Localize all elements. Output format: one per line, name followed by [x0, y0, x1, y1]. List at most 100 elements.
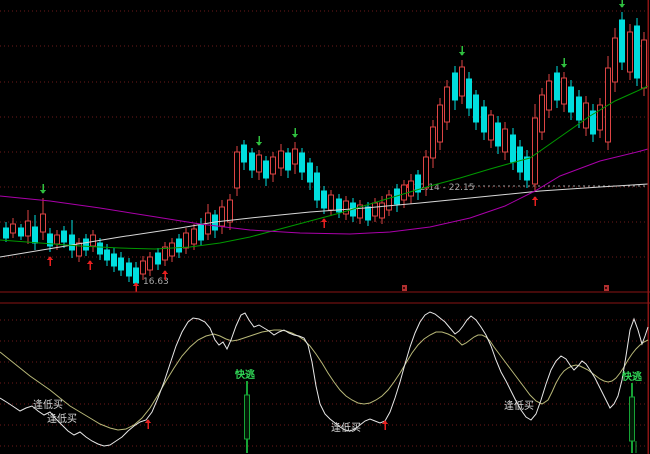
oscillator-fast-line [0, 311, 649, 447]
candle-up [430, 120, 436, 168]
candle-up [459, 60, 465, 104]
candle-down [111, 248, 117, 272]
candle-up [292, 142, 298, 174]
candle-up [183, 228, 189, 254]
sell-arrow-icon [561, 58, 567, 68]
candle-down [263, 156, 269, 186]
candle-up [169, 238, 175, 262]
candle-down [307, 158, 313, 190]
fast-escape-label: 快逃 [621, 370, 643, 383]
candle-up [147, 252, 153, 276]
buy-arrow-icon [321, 218, 327, 228]
candle-up [227, 194, 233, 230]
candle-up [140, 256, 146, 280]
candle-down [3, 222, 9, 242]
candle-up [423, 150, 429, 196]
price-annotation-label: 16.63 [143, 277, 169, 287]
buy-arrow-icon [87, 260, 93, 270]
buy-arrow-icon [133, 282, 139, 292]
moving-averages-layer [0, 85, 649, 258]
candle-up [270, 152, 276, 182]
candle-down [481, 100, 487, 140]
buy-dip-label: 逢低买 [47, 412, 77, 425]
buy-arrow-icon [47, 256, 53, 266]
sell-arrow-icon [292, 128, 298, 138]
buy-dip-label: 逢低买 [33, 398, 63, 411]
candle-down [47, 228, 53, 252]
candle-up [597, 98, 603, 138]
candle-up [386, 190, 392, 216]
candle-up [488, 110, 494, 148]
buy-arrow-icon [382, 420, 388, 430]
oscillator-slow-line [0, 329, 649, 431]
candle-down [634, 18, 640, 86]
buy-dip-label: 逢低买 [331, 421, 361, 434]
buy-dip-label: 逢低买 [504, 399, 534, 412]
candle-down [336, 194, 342, 218]
candle-down [249, 148, 255, 178]
buy-arrow-icon [162, 270, 168, 280]
candle-up [546, 74, 552, 118]
candle-up [219, 200, 225, 234]
candle-down [554, 66, 560, 108]
green-spike [629, 383, 635, 453]
candle-up [408, 174, 414, 204]
candle-down [466, 72, 472, 116]
candles-layer [3, 12, 647, 288]
candle-up [612, 28, 618, 92]
ma-line-white [0, 183, 649, 258]
ma-line-green [0, 85, 649, 250]
candle-up [532, 104, 538, 192]
candle-down [568, 80, 574, 120]
candle-down [524, 150, 530, 188]
price-annotation-label: 22.14 - 22.15 [414, 183, 475, 193]
candle-down [285, 148, 291, 178]
ma-line-purple [0, 148, 649, 235]
candle-up [278, 144, 284, 176]
candle-down [118, 252, 124, 276]
candle-down [97, 238, 103, 260]
candle-up [162, 242, 168, 266]
candle-down [321, 186, 327, 214]
candle-down [415, 170, 421, 200]
sell-arrow-icon [619, 0, 625, 8]
candle-up [539, 88, 545, 140]
candle-down [365, 202, 371, 226]
candle-up [76, 238, 82, 262]
candle-up [357, 200, 363, 224]
buy-arrow-icon [145, 419, 151, 429]
candle-down [198, 218, 204, 246]
candle-down [299, 148, 305, 180]
candle-down [241, 140, 247, 170]
candle-down [314, 166, 320, 208]
candle-down [590, 104, 596, 142]
candle-up [343, 196, 349, 220]
candle-up [437, 98, 443, 150]
candle-down [83, 234, 89, 256]
candle-up [25, 210, 31, 244]
green-spike [244, 381, 250, 453]
candle-up [583, 96, 589, 136]
candle-down [495, 116, 501, 154]
sell-arrow-icon [256, 136, 262, 146]
candle-down [619, 12, 625, 70]
candle-down [576, 90, 582, 128]
candle-down [126, 258, 132, 282]
candle-up [561, 72, 567, 112]
price-signals-layer [40, 0, 625, 292]
candle-down [473, 90, 479, 130]
candle-down [452, 66, 458, 110]
candle-up [234, 146, 240, 196]
candle-up [502, 122, 508, 160]
candle-up [10, 218, 16, 238]
candle-up [641, 32, 647, 96]
sell-arrow-icon [40, 184, 46, 194]
candle-down [155, 248, 161, 270]
candle-up [40, 198, 46, 240]
candle-up [444, 80, 450, 130]
candle-up [605, 56, 611, 150]
candle-down [69, 220, 75, 258]
